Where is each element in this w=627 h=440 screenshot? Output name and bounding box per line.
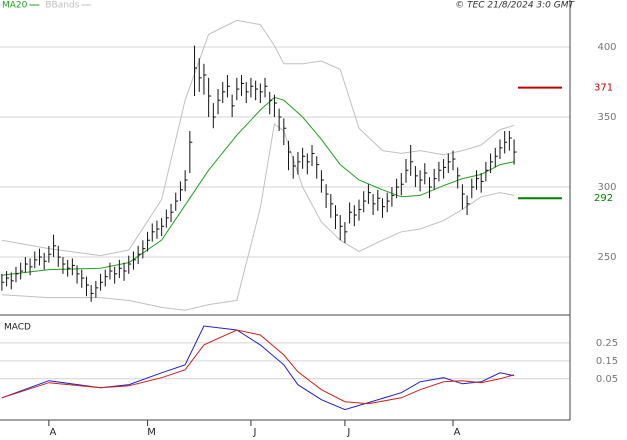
source: © TEC 21/8/2024 3:0 GMT xyxy=(455,1,575,11)
y-tick-label: 0.05 xyxy=(596,374,618,385)
y-tick-label: 0.25 xyxy=(596,338,618,349)
y-tick-label: 400 xyxy=(597,42,616,53)
x-tick-label: J xyxy=(346,427,350,438)
macd-line xyxy=(1,325,515,411)
level-label: 292 xyxy=(594,193,613,204)
ma-line xyxy=(1,96,515,276)
panel-title: MACD xyxy=(4,323,31,333)
y-tick-label: 300 xyxy=(597,182,616,193)
macd-line xyxy=(1,329,515,405)
band-line xyxy=(1,19,515,257)
y-tick-label: 350 xyxy=(597,112,616,123)
x-tick-label: J xyxy=(252,427,256,438)
x-tick-label: A xyxy=(454,427,461,438)
y-tick-label: 0.15 xyxy=(596,356,618,367)
level-label: 371 xyxy=(594,83,613,94)
x-tick-label: A xyxy=(49,427,56,438)
y-tick-label: 250 xyxy=(597,252,616,263)
band-line xyxy=(1,123,515,311)
legend-label: BBands xyxy=(45,1,79,11)
x-tick-label: M xyxy=(147,427,156,438)
legend-label: MA20 xyxy=(2,1,28,11)
